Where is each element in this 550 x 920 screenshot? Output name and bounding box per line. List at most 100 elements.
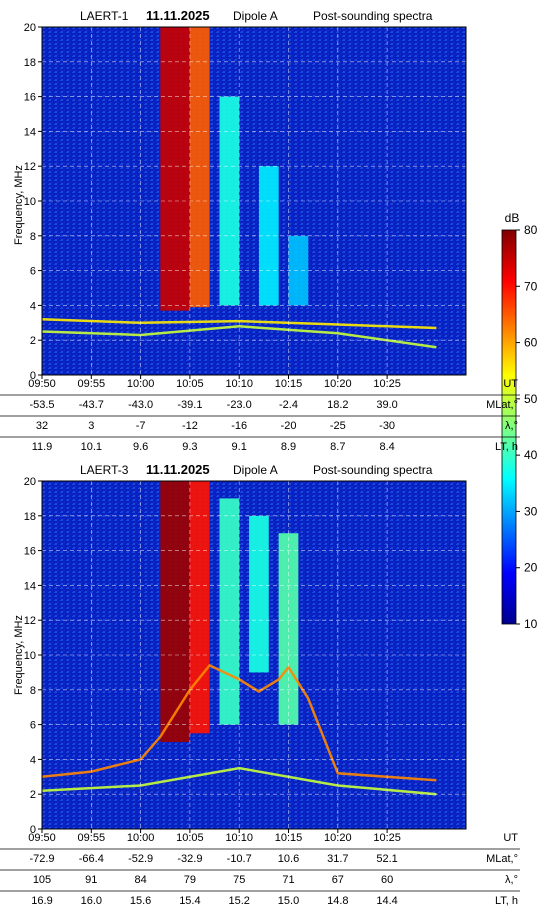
table-value: 14.8: [327, 895, 348, 907]
antenna-label: Dipole A: [233, 9, 278, 23]
emission-band: [249, 515, 269, 673]
emission-band: [288, 235, 309, 306]
spectrogram-panel-2: 0 2 4 6 8 10 12 14 16 18 20: [24, 476, 467, 836]
colorbar-tick-label: 40: [524, 448, 538, 462]
table-value: 10:00: [127, 832, 155, 844]
emission-band: [189, 481, 210, 734]
spectrogram-panel-1: 0 2 4 6 8 10 12 14 16 18 20: [24, 22, 467, 382]
table-value: 14.4: [376, 895, 397, 907]
y-tick-label: 12: [24, 615, 36, 627]
coordinate-tables: 09:50 09:55 10:00 10:05 10:10 10:15 10:20 10:25…: [0, 378, 520, 907]
y-tick-label: 8: [30, 231, 36, 243]
table-value: 10:00: [127, 378, 155, 390]
table-value: 15.0: [278, 895, 299, 907]
table-value: 10:20: [324, 832, 352, 844]
table-value: 8.9: [281, 441, 296, 453]
antenna-label: Dipole A: [233, 463, 278, 477]
y-tick-label: 8: [30, 685, 36, 697]
y-tick-label: 10: [24, 196, 36, 208]
table-row-label: MLat,°: [486, 399, 518, 411]
y-tick-label: 18: [24, 57, 36, 69]
table-value: -39.1: [177, 399, 202, 411]
colorbar-tick-label: 80: [524, 223, 538, 237]
colorbar: dB 10 20 30 40 50 60 70 80: [501, 211, 538, 631]
y-tick-label: 18: [24, 511, 36, 523]
table-value: 52.1: [376, 853, 397, 865]
y-tick-label: 2: [30, 335, 36, 347]
table-value: 09:50: [28, 378, 56, 390]
table-value: 91: [85, 874, 97, 886]
colorbar-tick-label: 60: [524, 336, 538, 350]
table-row-label: LT, h: [495, 441, 518, 453]
colorbar-label: dB: [505, 211, 520, 225]
table-value: 60: [381, 874, 393, 886]
y-tick-label: 10: [24, 650, 36, 662]
panel-2-title: LAERT-3 11.11.2025 Dipole A Post-soundin…: [80, 462, 433, 477]
table-value: 84: [134, 874, 146, 886]
satellite-name: LAERT-1: [80, 9, 129, 23]
plot-frame: [41, 26, 467, 376]
table-value: 10:05: [176, 378, 204, 390]
table-row-label: MLat,°: [486, 853, 518, 865]
y-tick-label: 6: [30, 720, 36, 732]
table-value: -10.7: [227, 853, 252, 865]
table-value: -23.0: [227, 399, 252, 411]
y-tick-label: 12: [24, 161, 36, 173]
emission-band: [189, 27, 210, 308]
table-value: 8.7: [330, 441, 345, 453]
colorbar-tick-label: 20: [524, 561, 538, 575]
table-value: 18.2: [327, 399, 348, 411]
table-value: 75: [233, 874, 245, 886]
table-value: 9.6: [133, 441, 148, 453]
table-value: 10:25: [373, 378, 401, 390]
table-value: -43.7: [79, 399, 104, 411]
y-axis-label: Frequency, MHz: [13, 165, 25, 245]
table-value: -16: [231, 420, 247, 432]
table-value: 10.6: [278, 853, 299, 865]
table-value: 15.2: [228, 895, 249, 907]
emission-band: [219, 96, 240, 306]
y-tick-label: 0: [30, 370, 36, 382]
table-value: -52.9: [128, 853, 153, 865]
y-tick-label: 2: [30, 789, 36, 801]
colorbar-tick-label: 30: [524, 504, 538, 518]
table-value: 11.9: [32, 441, 53, 453]
y-tick-label: 20: [24, 22, 36, 34]
table-value: 15.6: [130, 895, 151, 907]
table-value: 9.3: [182, 441, 197, 453]
table-value: -2.4: [279, 399, 298, 411]
plot-frame: [41, 480, 467, 830]
panel-1-title: LAERT-1 11.11.2025 Dipole A Post-soundin…: [80, 8, 433, 23]
y-tick-label: 4: [30, 754, 36, 766]
y-tick-label: 14: [24, 126, 36, 138]
table-value: -53.5: [29, 399, 54, 411]
table-value: 32: [36, 420, 48, 432]
table-value: -32.9: [177, 853, 202, 865]
table-value: 10:05: [176, 832, 204, 844]
table-value: -12: [182, 420, 198, 432]
table-value: -30: [379, 420, 395, 432]
table-value: 09:55: [78, 378, 106, 390]
table-value: 09:50: [28, 832, 56, 844]
colorbar-ticks: 10 20 30 40 50 60 70 80: [516, 223, 538, 631]
table-value: 10:10: [225, 832, 253, 844]
table-value: 15.4: [179, 895, 200, 907]
date-label: 11.11.2025: [146, 462, 210, 477]
emission-band: [160, 481, 190, 742]
table-row-label: λ,°: [505, 420, 518, 432]
y-tick-label: 20: [24, 476, 36, 488]
table-value: -43.0: [128, 399, 153, 411]
colorbar-gradient: [501, 229, 517, 625]
table-value: 31.7: [327, 853, 348, 865]
spectra-type-label: Post-sounding spectra: [313, 9, 433, 23]
table-value: 10:20: [324, 378, 352, 390]
emission-band: [219, 498, 240, 725]
emission-band: [160, 27, 190, 311]
frequency-trace: [41, 325, 437, 349]
table-value: 16.0: [81, 895, 102, 907]
table-value: -7: [136, 420, 146, 432]
colorbar-tick-label: 10: [524, 617, 538, 631]
date-label: 11.11.2025: [146, 8, 210, 23]
table-value: 10:25: [373, 832, 401, 844]
